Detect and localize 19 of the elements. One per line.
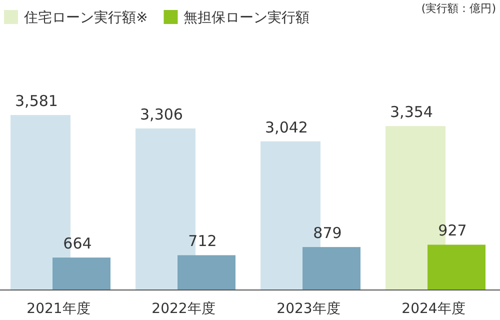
data-label: 3,306 xyxy=(140,105,183,124)
data-label: 3,042 xyxy=(265,118,308,136)
data-label: 712 xyxy=(188,232,217,250)
data-label: 927 xyxy=(438,222,467,240)
bar xyxy=(302,247,360,290)
legend-label: 住宅ローン実行額※ xyxy=(23,10,148,26)
data-label: 3,354 xyxy=(390,103,433,122)
bar xyxy=(52,258,110,290)
bar xyxy=(428,244,486,290)
text: (実行額：億円) xyxy=(421,2,496,15)
x-tick-label: 2021年度 xyxy=(26,301,90,317)
bar xyxy=(178,255,236,290)
legend-label: 無担保ローン実行額 xyxy=(184,10,310,26)
data-label: 3,581 xyxy=(15,92,58,110)
x-tick-label: 2023年度 xyxy=(276,301,340,317)
x-tick-label: 2024年度 xyxy=(402,301,466,317)
data-label: 664 xyxy=(63,234,92,253)
x-tick-label: 2022年度 xyxy=(152,301,216,317)
data-label: 879 xyxy=(313,224,342,242)
